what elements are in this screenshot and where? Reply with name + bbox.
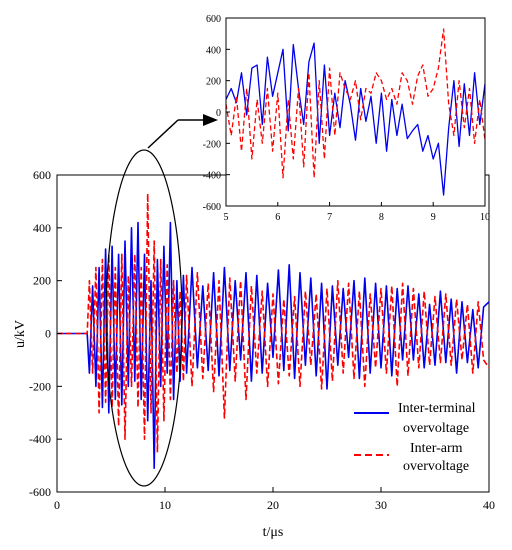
legend-label-inter-arm-2: overvoltage (403, 459, 469, 474)
main-x-tick-label: 40 (483, 498, 495, 512)
main-y-tick-label: -600 (29, 485, 51, 499)
main-series-layer (57, 192, 490, 470)
inset-chart: 5 6 7 8 9 10 -600 -400 -200 0 200 400 600 (203, 14, 490, 223)
main-axes: 0 10 20 30 40 -600 -400 -200 0 200 400 600 (29, 168, 495, 512)
inset-y-tick-label: 0 (216, 108, 221, 119)
legend: Inter-terminal overvoltage Inter-arm ove… (354, 401, 476, 474)
inset-x-tick-label: 7 (327, 212, 332, 223)
inset-x-tick-label: 5 (224, 212, 229, 223)
main-y-tick-label: -400 (29, 432, 51, 446)
main-y-tick-label: 400 (33, 221, 51, 235)
main-y-tick-label: 0 (45, 327, 51, 341)
inset-y-tick-label: 400 (206, 45, 221, 56)
main-x-tick-label: 20 (267, 498, 279, 512)
legend-label-inter-terminal-2: overvoltage (403, 421, 469, 436)
x-axis-label: t/μs (263, 525, 284, 540)
inset-series-layer (225, 28, 486, 196)
main-y-tick-label: -200 (29, 379, 51, 393)
inset-x-tick-label: 6 (275, 212, 280, 223)
main-y-tick-label: 600 (33, 168, 51, 182)
inset-series-line-inter-arm (225, 28, 486, 179)
zoom-region-ellipse (105, 149, 183, 487)
main-x-tick-label: 30 (375, 498, 387, 512)
main-y-tick-label: 200 (33, 274, 51, 288)
zoom-arrow-line (147, 119, 179, 149)
main-series-line-inter-terminal (57, 221, 490, 470)
main-chart: 0 10 20 30 40 -600 -400 -200 0 200 400 600 u/kV t/μ… (13, 114, 495, 540)
zoom-arrow-head (203, 114, 218, 126)
inset-y-tick-label: -600 (203, 202, 221, 213)
inset-y-tick-label: 600 (206, 14, 221, 25)
legend-label-inter-terminal-1: Inter-terminal (398, 401, 476, 416)
inset-axes: 5 6 7 8 9 10 -600 -400 -200 0 200 400 600 (203, 14, 490, 223)
inset-x-tick-label: 10 (480, 212, 490, 223)
inset-series-line-inter-terminal (225, 42, 486, 196)
inset-y-tick-label: 200 (206, 77, 221, 88)
inset-y-tick-label: -200 (203, 139, 221, 150)
inset-x-tick-label: 8 (379, 212, 384, 223)
main-x-tick-label: 0 (54, 498, 60, 512)
main-x-tick-label: 10 (159, 498, 171, 512)
legend-label-inter-arm-1: Inter-arm (410, 441, 463, 456)
main-series-line-inter-arm (57, 192, 490, 454)
inset-y-tick-label: -400 (203, 171, 221, 182)
inset-x-tick-label: 9 (431, 212, 436, 223)
y-axis-label: u/kV (13, 320, 28, 348)
